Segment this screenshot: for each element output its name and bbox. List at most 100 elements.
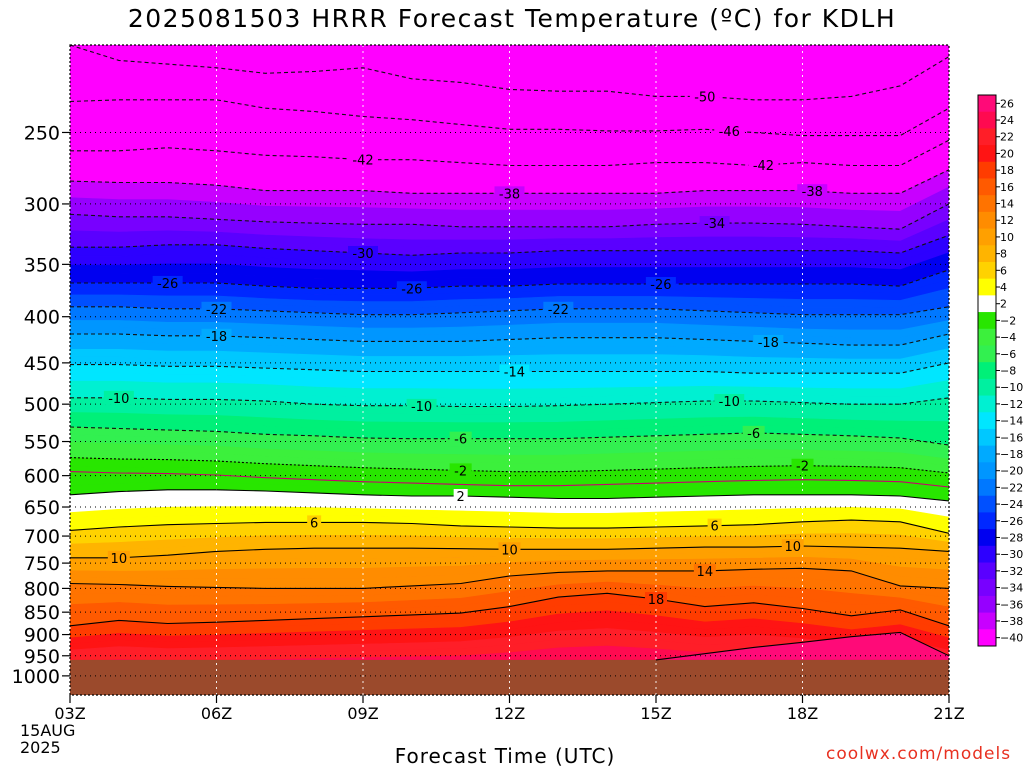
contour-label-bg bbox=[714, 394, 745, 409]
freezing-level-line bbox=[70, 471, 949, 488]
isotherm-2 bbox=[70, 489, 949, 502]
colorbar-tick-label: 2 bbox=[1000, 298, 1007, 311]
colorbar-swatch bbox=[978, 328, 996, 346]
contour-label: -42 bbox=[352, 154, 373, 169]
contour-label: -42 bbox=[753, 159, 774, 174]
contour-label: 6 bbox=[310, 516, 318, 531]
contour-label: -18 bbox=[758, 336, 779, 351]
contour-label: -26 bbox=[157, 277, 178, 292]
contour-label: -26 bbox=[401, 282, 422, 297]
ground-below-surface bbox=[70, 659, 949, 695]
credit-link[interactable]: coolwx.com/models bbox=[826, 744, 1012, 764]
contour-label: 14 bbox=[697, 565, 714, 580]
contour-label-bg bbox=[693, 563, 716, 578]
contour-label: -22 bbox=[548, 303, 569, 318]
colorbar-swatch bbox=[978, 95, 996, 113]
contour-label-bg bbox=[781, 539, 804, 554]
isotherm-6 bbox=[70, 519, 949, 534]
isotherm-18 bbox=[70, 592, 949, 627]
y-tick-label: 250 bbox=[24, 122, 60, 144]
y-tick-label: 650 bbox=[24, 497, 60, 519]
colorbar-tick-label: −14 bbox=[1000, 415, 1023, 428]
colorbar-tick-label: −2 bbox=[1000, 314, 1016, 327]
colorbar-swatch bbox=[978, 312, 996, 330]
colorbar-swatch bbox=[978, 462, 996, 480]
contour-label-bg bbox=[499, 364, 530, 379]
x-axis: 03Z 06Z 09Z 12Z 15Z 18Z 21Z bbox=[54, 695, 965, 723]
contour-label-bg bbox=[348, 152, 378, 167]
contour-label: 10 bbox=[501, 543, 518, 558]
contour-label: 18 bbox=[648, 593, 665, 608]
contour-label-bg bbox=[742, 425, 765, 440]
colorbar-swatch bbox=[978, 362, 996, 380]
y-tick-label: 800 bbox=[24, 578, 60, 600]
colorbar-tick-label: −20 bbox=[1000, 465, 1023, 478]
colorbar-swatch bbox=[978, 512, 996, 530]
colorbar-swatch bbox=[978, 562, 996, 580]
contour-label: -2 bbox=[796, 460, 809, 475]
colorbar-tick-label: −10 bbox=[1000, 381, 1023, 394]
contour-label-bg bbox=[714, 123, 745, 138]
colorbar-tick-label: 10 bbox=[1000, 231, 1014, 244]
colorbar-tick-label: 12 bbox=[1000, 214, 1014, 227]
contour-label: -14 bbox=[504, 365, 525, 380]
contour-label: -38 bbox=[802, 185, 823, 200]
colorbar-swatch bbox=[978, 412, 996, 430]
colorbar-swatch bbox=[978, 378, 996, 397]
y-tick-label: 300 bbox=[24, 194, 60, 216]
temperature-band bbox=[70, 45, 949, 100]
isotherm--50 bbox=[70, 45, 949, 101]
x-axis-label: Forecast Time (UTC) bbox=[394, 744, 616, 768]
contour-label: 6 bbox=[710, 520, 718, 535]
colorbar-swatch bbox=[978, 529, 996, 547]
colorbar-swatch bbox=[978, 545, 996, 564]
x-tick-label: 12Z bbox=[494, 704, 525, 723]
contour-label: -6 bbox=[747, 427, 760, 442]
contour-label-bg bbox=[797, 184, 828, 199]
colorbar-tick-label: 14 bbox=[1000, 198, 1014, 211]
colorbar-swatch bbox=[978, 295, 996, 313]
colorbar-swatch bbox=[978, 629, 996, 647]
isotherm--46 bbox=[70, 99, 949, 137]
contour-label: -10 bbox=[719, 395, 740, 410]
y-axis: 2503003504004505005506006507007508008509… bbox=[12, 122, 70, 688]
contour-label-bg bbox=[707, 518, 722, 533]
contour-label-bg bbox=[494, 186, 525, 201]
contour-label-bg bbox=[748, 157, 779, 172]
y-tick-label: 950 bbox=[24, 646, 60, 668]
colorbar-tick-label: 6 bbox=[1000, 264, 1007, 277]
colorbar-tick-label: 4 bbox=[1000, 281, 1007, 294]
colorbar-swatch bbox=[978, 428, 996, 447]
colorbar-swatch bbox=[978, 245, 996, 263]
colorbar-swatch bbox=[978, 195, 996, 213]
colorbar-tick-label: 18 bbox=[1000, 164, 1014, 177]
contour-label: -18 bbox=[206, 330, 227, 345]
y-tick-label: 700 bbox=[24, 526, 60, 548]
y-tick-label: 750 bbox=[24, 553, 60, 575]
y-tick-label: 450 bbox=[24, 353, 60, 375]
contour-label-bg bbox=[543, 301, 574, 316]
chart-title: 2025081503 HRRR Forecast Temperature (ºC… bbox=[127, 4, 897, 33]
colorbar-tick-label: −6 bbox=[1000, 348, 1016, 361]
colorbar-tick-label: −32 bbox=[1000, 565, 1023, 578]
colorbar-tick-label: −28 bbox=[1000, 531, 1023, 544]
colorbar-tick-label: −4 bbox=[1000, 331, 1016, 344]
colorbar-tick-label: 22 bbox=[1000, 131, 1014, 144]
colorbar-tick-label: −26 bbox=[1000, 515, 1023, 528]
colorbar-tick-label: −16 bbox=[1000, 431, 1023, 444]
contour-label: 10 bbox=[111, 552, 128, 567]
contour-label-bg bbox=[453, 489, 468, 504]
contour-label: -10 bbox=[411, 400, 432, 415]
contour-label: -10 bbox=[108, 392, 129, 407]
contour-label: -6 bbox=[454, 433, 467, 448]
colorbar-swatch bbox=[978, 345, 996, 363]
colorbar-tick-label: −18 bbox=[1000, 448, 1023, 461]
colorbar-swatch bbox=[978, 278, 996, 296]
contour-label: -2 bbox=[454, 464, 467, 479]
y-tick-label: 1000 bbox=[12, 666, 60, 688]
colorbar-legend: 26 24 22 20 18 16 14 12 10 8 6 4 2 −2 −4 −6 −8 −10 −12 −14 −… bbox=[977, 94, 1023, 647]
contour-label-bg bbox=[307, 515, 322, 530]
contour-label-bg bbox=[645, 592, 667, 607]
colorbar-tick-label: −12 bbox=[1000, 398, 1023, 411]
colorbar-tick-label: −40 bbox=[1000, 632, 1023, 645]
